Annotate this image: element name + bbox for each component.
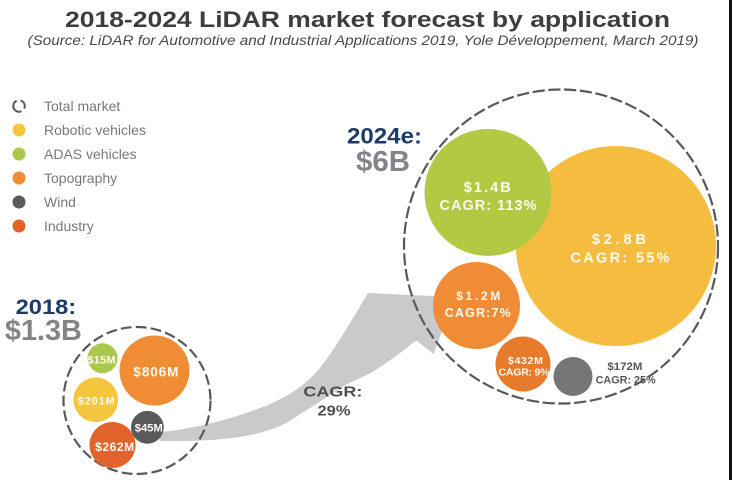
svg-text:CAGR: 9%: CAGR: 9% [499, 367, 551, 379]
svg-text:$6B: $6B [356, 146, 410, 178]
svg-text:ADAS vehicles: ADAS vehicles [44, 146, 137, 162]
svg-text:$262M: $262M [95, 440, 134, 454]
svg-text:$201M: $201M [78, 395, 115, 407]
svg-text:$1.4B: $1.4B [464, 180, 511, 196]
svg-text:$45M: $45M [135, 423, 163, 435]
svg-text:$172M: $172M [607, 361, 642, 373]
svg-text:Robotic vehicles: Robotic vehicles [44, 122, 146, 138]
svg-text:(Source: LiDAR for Automotive: (Source: LiDAR for Automotive and Indust… [28, 32, 699, 48]
svg-text:CAGR: 25%: CAGR: 25% [596, 375, 656, 387]
svg-text:CAGR: 113%: CAGR: 113% [440, 198, 537, 214]
svg-text:$15M: $15M [88, 355, 116, 367]
svg-text:$1.3B: $1.3B [5, 315, 82, 347]
svg-text:CAGR:7%: CAGR:7% [445, 306, 511, 320]
svg-text:Total market: Total market [44, 98, 120, 114]
svg-text:Industry: Industry [44, 218, 94, 234]
svg-text:Topography: Topography [44, 170, 117, 186]
svg-text:2018-2024 LiDAR market forecas: 2018-2024 LiDAR market forecast by appli… [65, 7, 670, 32]
svg-text:$432M: $432M [508, 355, 543, 367]
svg-text:$1.2M: $1.2M [456, 289, 500, 303]
svg-text:Wind: Wind [44, 194, 76, 210]
svg-text:CAGR:: CAGR: [303, 384, 362, 401]
svg-text:2024e:: 2024e: [347, 124, 422, 149]
svg-text:$806M: $806M [133, 364, 178, 379]
svg-text:29%: 29% [318, 403, 351, 420]
svg-text:2018:: 2018: [16, 296, 77, 319]
